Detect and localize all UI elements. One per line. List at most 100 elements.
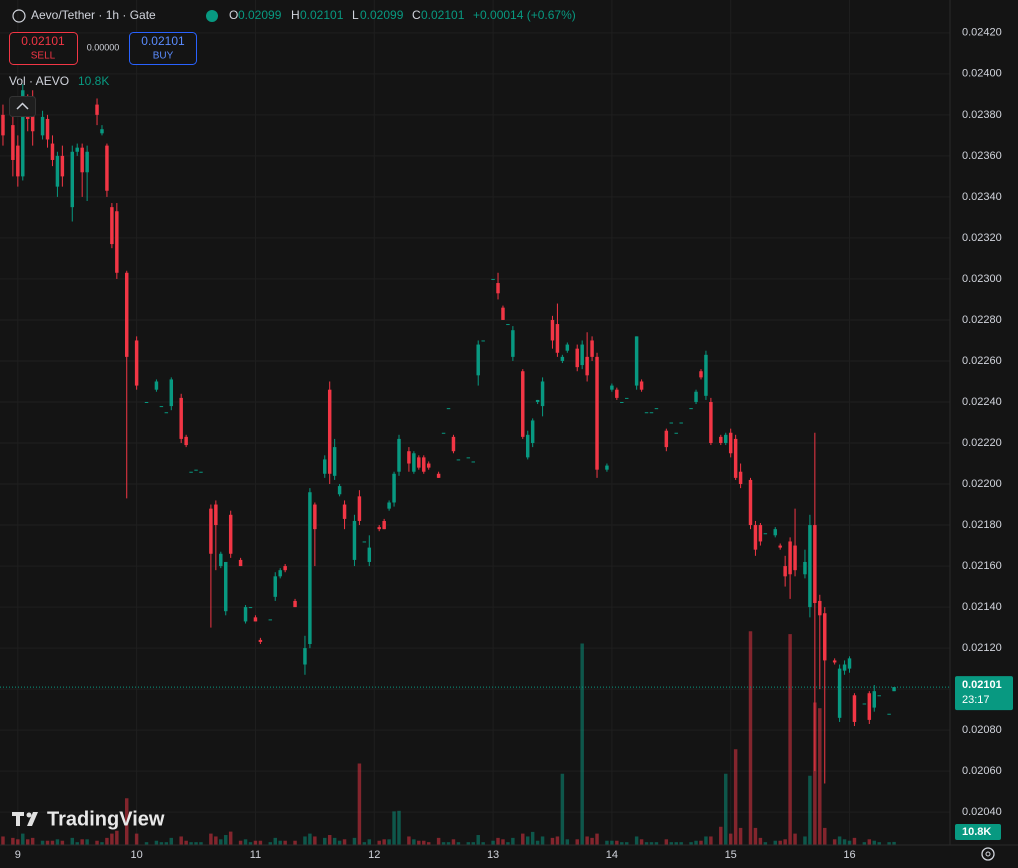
logo-mark	[26, 812, 32, 818]
candle-body	[30, 110, 35, 132]
candle-body	[278, 570, 282, 577]
grid	[0, 0, 950, 845]
sell-button[interactable]: 0.02101 SELL	[9, 32, 78, 65]
candle-body	[679, 422, 683, 424]
volume-bar	[867, 839, 872, 845]
volume-bar	[793, 833, 797, 845]
candle-body	[530, 420, 535, 444]
candle-body	[50, 143, 55, 160]
x-tick-label: 10	[131, 849, 143, 861]
sell-label[interactable]: SELL	[31, 51, 56, 62]
volume-bar	[219, 839, 223, 845]
volume-bar	[555, 836, 560, 845]
candle-body	[357, 496, 362, 521]
candle-body	[125, 272, 129, 357]
volume-bar	[595, 833, 599, 845]
volume-bar	[154, 840, 159, 845]
candle-body	[214, 504, 218, 526]
volume-bar	[738, 827, 743, 845]
candle-body	[783, 566, 787, 577]
candle-body	[85, 151, 89, 173]
settings-icon[interactable]	[985, 851, 991, 857]
volume-bar	[481, 842, 485, 845]
volume-bar	[758, 837, 763, 845]
x-tick-label: 15	[725, 849, 737, 861]
candle-body	[422, 457, 426, 472]
volume-bar	[590, 837, 594, 845]
change: +0.00014 (+0.67%)	[473, 8, 576, 22]
volume-bar	[179, 836, 183, 845]
x-tick-label: 9	[15, 849, 21, 861]
candle-body	[352, 520, 357, 560]
volume-bar	[248, 842, 253, 845]
volume-bar	[55, 839, 60, 845]
collapse-icon	[16, 102, 29, 110]
volume-bar	[813, 702, 817, 845]
volume-bar	[412, 839, 416, 845]
candle-body	[892, 687, 896, 692]
candle-body	[644, 412, 649, 414]
volume-bar	[476, 835, 480, 845]
sell-box[interactable]	[9, 32, 78, 65]
collapse-button[interactable]	[9, 96, 36, 117]
candle-body	[228, 514, 233, 554]
volume-bar	[535, 840, 540, 845]
candle-body	[595, 356, 599, 470]
candle-body	[60, 155, 65, 177]
volume-bar	[446, 842, 451, 845]
volume-bar	[664, 839, 669, 845]
candle-body	[134, 340, 139, 386]
volume-bar	[16, 839, 20, 845]
volume-bar	[456, 842, 461, 845]
candle-body	[243, 607, 248, 622]
volume-bar	[847, 840, 852, 845]
candle-body	[664, 430, 669, 448]
volume-bar	[45, 840, 50, 845]
sell-price[interactable]: 0.02101	[21, 34, 65, 48]
candle-body	[392, 473, 396, 503]
candle-body	[323, 459, 327, 474]
buy-label[interactable]: BUY	[153, 51, 174, 62]
volume-bar	[872, 840, 876, 845]
volume-bar	[70, 837, 75, 845]
volume-bar	[803, 836, 807, 845]
settings-icon[interactable]	[981, 847, 995, 861]
volume-bar	[278, 840, 282, 845]
volume-bar	[303, 836, 307, 845]
volume-bar	[837, 836, 842, 845]
volume-bar	[377, 840, 381, 845]
candle-body	[115, 211, 119, 273]
buy-price[interactable]: 0.02101	[141, 34, 185, 48]
logo-text: TradingView	[47, 808, 165, 830]
y-tick-label: 0.02080	[962, 724, 1002, 736]
x-tick-label: 12	[368, 849, 380, 861]
volume-bar	[283, 840, 287, 845]
y-tick-label: 0.02200	[962, 478, 1002, 490]
candle-body	[842, 664, 847, 671]
buy-box[interactable]	[129, 32, 197, 65]
volume-bar	[80, 839, 84, 845]
volume-bar	[530, 831, 535, 845]
x-tick-label: 16	[843, 849, 855, 861]
logo: TradingView	[12, 808, 165, 830]
candle-body	[95, 104, 99, 115]
volume-bar	[639, 839, 644, 845]
volume-bar	[615, 840, 619, 845]
volume-bar	[852, 837, 857, 845]
buy-button[interactable]: 0.02101 BUY	[129, 32, 197, 65]
volume-bar	[580, 643, 584, 845]
volume-bar	[506, 842, 510, 845]
candle-body	[862, 703, 867, 705]
candle-body	[575, 348, 579, 368]
candle-body	[674, 432, 678, 434]
candle-body	[273, 576, 277, 597]
candle-body	[362, 541, 367, 543]
last-price-label: 0.02101	[962, 679, 1002, 691]
candle-body	[219, 553, 223, 567]
volume-bar	[501, 839, 505, 845]
volume-bar	[367, 839, 372, 845]
volume-bar	[783, 839, 787, 845]
volume-bar	[159, 842, 164, 845]
volume-bar	[778, 840, 782, 845]
volume-bar	[605, 840, 609, 845]
